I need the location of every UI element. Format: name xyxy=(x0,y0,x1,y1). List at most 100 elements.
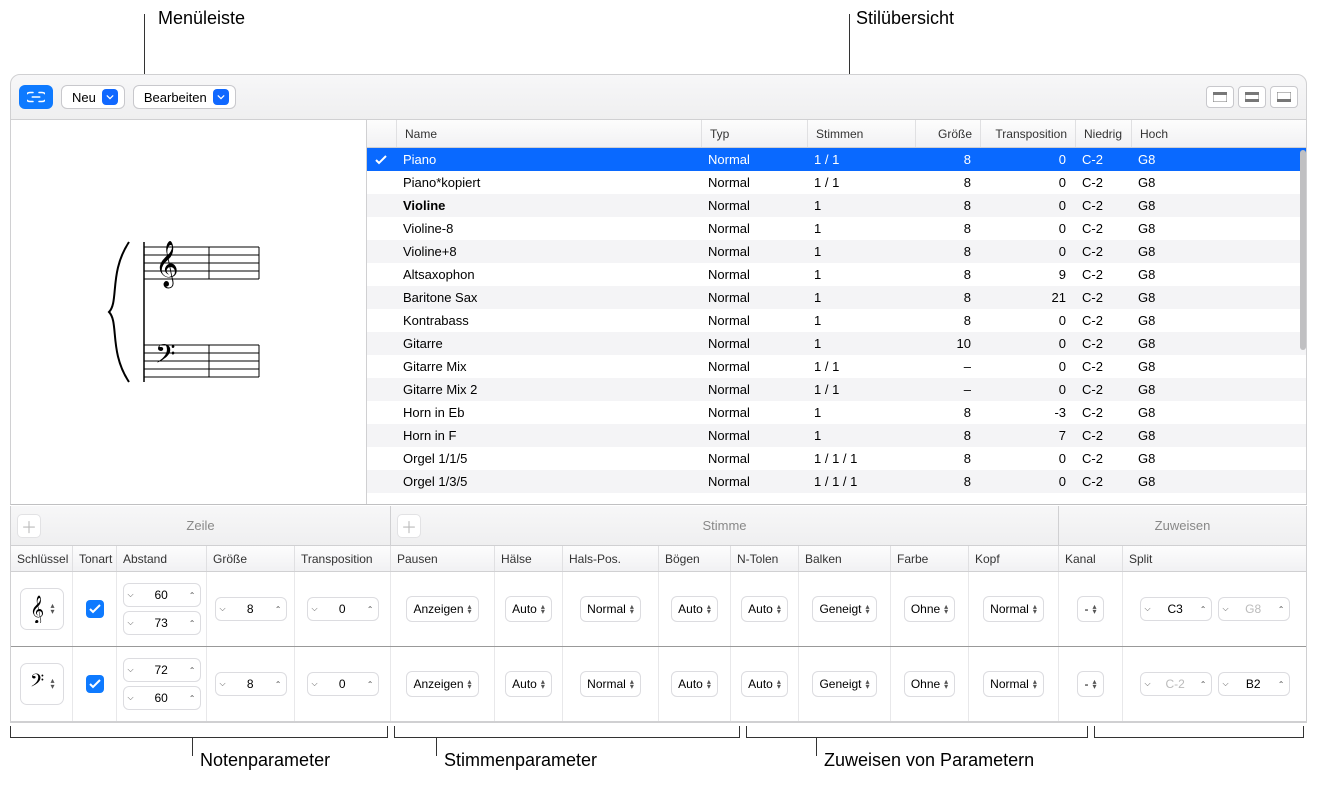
cell-groesse: 10 xyxy=(914,336,979,351)
view-top-button[interactable] xyxy=(1206,86,1234,108)
table-row[interactable]: Baritone SaxNormal1821C-2G8 xyxy=(367,286,1306,309)
dropdown[interactable]: Normal▴▾ xyxy=(983,671,1044,697)
dropdown[interactable]: Ohne▴▾ xyxy=(904,596,955,622)
table-row[interactable]: Gitarre MixNormal1 / 1–0C-2G8 xyxy=(367,355,1306,378)
callout-stiluebersicht: Stilübersicht xyxy=(856,8,954,29)
view-split-button[interactable] xyxy=(1238,86,1266,108)
th-hoch[interactable]: Hoch xyxy=(1132,120,1182,147)
table-row[interactable]: Violine-8Normal180C-2G8 xyxy=(367,217,1306,240)
cell-trans: 0 xyxy=(979,336,1074,351)
view-bottom-button[interactable] xyxy=(1270,86,1298,108)
table-row[interactable]: Horn in FNormal187C-2G8 xyxy=(367,424,1306,447)
add-stimme-button[interactable]: ＋ xyxy=(397,514,421,538)
dropdown[interactable]: Anzeigen▴▾ xyxy=(406,671,478,697)
cell-stimmen: 1 xyxy=(806,313,914,328)
pcol-kopf: Kopf xyxy=(969,546,1059,571)
section-zuweisen: Zuweisen xyxy=(1059,506,1306,545)
tonart-checkbox[interactable] xyxy=(86,600,104,618)
dropdown[interactable]: Ohne▴▾ xyxy=(904,671,955,697)
tonart-checkbox[interactable] xyxy=(86,675,104,693)
stepper[interactable]: ⌵0⌃ xyxy=(307,672,379,696)
cell-groesse: 8 xyxy=(914,267,979,282)
cell-niedrig: C-2 xyxy=(1074,152,1130,167)
pcol-ntolen: N-Tolen xyxy=(731,546,799,571)
table-row[interactable]: Violine+8Normal180C-2G8 xyxy=(367,240,1306,263)
dropdown[interactable]: Geneigt▴▾ xyxy=(812,596,876,622)
cell-niedrig: C-2 xyxy=(1074,382,1130,397)
table-row[interactable]: Orgel 1/1/5Normal1 / 1 / 180C-2G8 xyxy=(367,447,1306,470)
dropdown[interactable]: Auto▴▾ xyxy=(741,596,788,622)
cell-stimmen: 1 xyxy=(806,198,914,213)
add-zeile-button[interactable]: ＋ xyxy=(17,514,41,538)
stepper[interactable]: ⌵72⌃ xyxy=(123,658,201,682)
stepper[interactable]: ⌵60⌃ xyxy=(123,686,201,710)
clef-dropdown[interactable]: 𝄢▴▾ xyxy=(20,663,64,705)
stepper[interactable]: ⌵B2⌃ xyxy=(1218,672,1290,696)
stepper[interactable]: ⌵C3⌃ xyxy=(1140,597,1212,621)
link-button[interactable] xyxy=(19,85,53,109)
stepper[interactable]: ⌵8⌃ xyxy=(215,597,287,621)
table-row[interactable]: PianoNormal1 / 180C-2G8 xyxy=(367,148,1306,171)
table-row[interactable]: AltsaxophonNormal189C-2G8 xyxy=(367,263,1306,286)
cell-stimmen: 1 / 1 / 1 xyxy=(806,474,914,489)
cell-hoch: G8 xyxy=(1130,221,1180,236)
cell-trans: -3 xyxy=(979,405,1074,420)
dropdown[interactable]: Auto▴▾ xyxy=(505,671,552,697)
cell-stimmen: 1 xyxy=(806,267,914,282)
staff-preview: 𝄞 𝄢 xyxy=(11,120,367,504)
dropdown[interactable]: Anzeigen▴▾ xyxy=(406,596,478,622)
cell-name: Violine-8 xyxy=(395,221,700,236)
table-row[interactable]: GitarreNormal1100C-2G8 xyxy=(367,332,1306,355)
pcol-kanal: Kanal xyxy=(1059,546,1123,571)
dropdown[interactable]: Normal▴▾ xyxy=(580,671,641,697)
dropdown[interactable]: Auto▴▾ xyxy=(671,671,718,697)
stepper[interactable]: ⌵0⌃ xyxy=(307,597,379,621)
cell-hoch: G8 xyxy=(1130,428,1180,443)
dropdown[interactable]: -▴▾ xyxy=(1077,596,1103,622)
stepper[interactable]: ⌵C-2⌃ xyxy=(1140,672,1212,696)
section-zeile: ＋ Zeile xyxy=(11,506,391,545)
cell-hoch: G8 xyxy=(1130,382,1180,397)
cell-typ: Normal xyxy=(700,359,806,374)
pcol-tonart: Tonart xyxy=(73,546,117,571)
bearbeiten-menu[interactable]: Bearbeiten xyxy=(133,85,236,109)
table-row[interactable]: Orgel 1/3/5Normal1 / 1 / 180C-2G8 xyxy=(367,470,1306,493)
th-transposition[interactable]: Transposition xyxy=(981,120,1076,147)
dropdown[interactable]: Auto▴▾ xyxy=(741,671,788,697)
cell-name: Violine+8 xyxy=(395,244,700,259)
bracket-zuweisen-right xyxy=(1094,726,1304,738)
scrollbar[interactable] xyxy=(1300,150,1306,350)
neu-menu[interactable]: Neu xyxy=(61,85,125,109)
parameter-area: ＋ Zeile ＋ Stimme Zuweisen Schlüssel Tona… xyxy=(10,506,1307,723)
dropdown[interactable]: Geneigt▴▾ xyxy=(812,671,876,697)
table-row[interactable]: ViolineNormal180C-2G8 xyxy=(367,194,1306,217)
cell-typ: Normal xyxy=(700,405,806,420)
cell-typ: Normal xyxy=(700,198,806,213)
cell-typ: Normal xyxy=(700,474,806,489)
stepper[interactable]: ⌵G8⌃ xyxy=(1218,597,1290,621)
dropdown[interactable]: -▴▾ xyxy=(1077,671,1103,697)
dropdown[interactable]: Normal▴▾ xyxy=(983,596,1044,622)
stepper[interactable]: ⌵8⌃ xyxy=(215,672,287,696)
bracket-zuweisen-left xyxy=(746,726,1088,738)
dropdown[interactable]: Normal▴▾ xyxy=(580,596,641,622)
clef-dropdown[interactable]: 𝄞▴▾ xyxy=(20,588,64,630)
cell-name: Gitarre Mix 2 xyxy=(395,382,700,397)
table-row[interactable]: Piano*kopiertNormal1 / 180C-2G8 xyxy=(367,171,1306,194)
dropdown[interactable]: Auto▴▾ xyxy=(505,596,552,622)
table-row[interactable]: KontrabassNormal180C-2G8 xyxy=(367,309,1306,332)
th-name[interactable]: Name xyxy=(397,120,702,147)
stepper[interactable]: ⌵60⌃ xyxy=(123,583,201,607)
th-stimmen[interactable]: Stimmen xyxy=(808,120,916,147)
th-groesse[interactable]: Größe xyxy=(916,120,981,147)
th-typ[interactable]: Typ xyxy=(702,120,808,147)
cell-name: Kontrabass xyxy=(395,313,700,328)
stepper[interactable]: ⌵73⌃ xyxy=(123,611,201,635)
table-row[interactable]: Horn in EbNormal18-3C-2G8 xyxy=(367,401,1306,424)
cell-hoch: G8 xyxy=(1130,175,1180,190)
dropdown[interactable]: Auto▴▾ xyxy=(671,596,718,622)
cell-niedrig: C-2 xyxy=(1074,290,1130,305)
table-row[interactable]: Gitarre Mix 2Normal1 / 1–0C-2G8 xyxy=(367,378,1306,401)
th-niedrig[interactable]: Niedrig xyxy=(1076,120,1132,147)
cell-groesse: 8 xyxy=(914,474,979,489)
